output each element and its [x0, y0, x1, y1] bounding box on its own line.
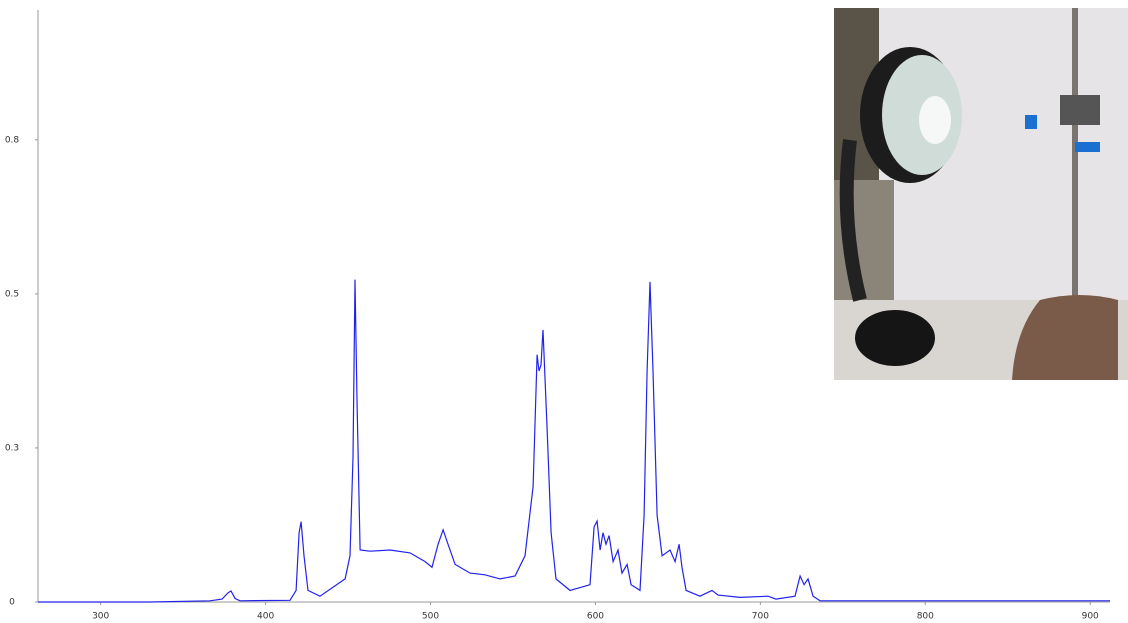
- chart: 0 0.3 0.5 0.8 300 400 500 600 700 800 900: [0, 0, 1128, 623]
- x-tick-label: 900: [1082, 612, 1099, 622]
- y-tick-label: 0: [9, 598, 15, 608]
- page: 00.30.50.8300400500600700800900 (() => {…: [0, 0, 1128, 623]
- x-tick-label: 800: [917, 612, 934, 622]
- y-tick-label: 0.3: [5, 443, 19, 453]
- x-tick-label: 700: [752, 612, 769, 622]
- x-tick-label: 600: [587, 612, 604, 622]
- x-tick-label: 300: [92, 612, 109, 622]
- y-tick-label: 0.8: [5, 135, 20, 145]
- x-tick-label: 500: [422, 612, 439, 622]
- photo-inset: [834, 8, 1128, 380]
- x-tick-label: 400: [257, 612, 274, 622]
- y-tick-label: 0.5: [5, 289, 19, 299]
